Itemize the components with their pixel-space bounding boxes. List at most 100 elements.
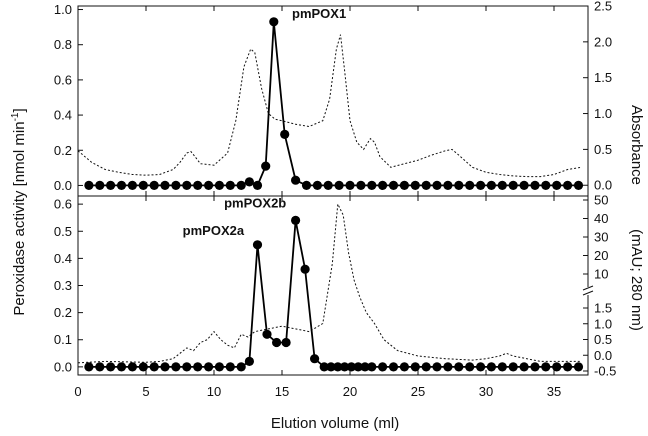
bottom-activity-point	[236, 362, 246, 372]
top-activity-point	[193, 180, 203, 190]
bottom-peak-label: pmPOX2a	[183, 223, 245, 238]
bottom-plot-frame	[77, 195, 589, 376]
top-panel: 0.0 0.2 0.4 0.6 0.8 1.0 0.0 0.5 1.0 1.5 2.0 2.5 pmPO…	[54, 0, 612, 197]
top-activity-point	[261, 161, 271, 171]
bottom-right-tick-label-high: 50	[594, 193, 608, 208]
bottom-left-tick-label: 0.5	[54, 224, 72, 239]
top-activity-point	[465, 180, 475, 190]
bottom-activity-point	[84, 362, 94, 372]
bottom-activity-point	[326, 362, 336, 372]
top-activity-point	[486, 180, 496, 190]
top-activity-line	[88, 21, 579, 187]
bottom-right-tick-label-low: 0.5	[594, 332, 612, 347]
bottom-activity-point	[272, 337, 282, 348]
bottom-left-tick-label: 0.0	[54, 359, 72, 374]
top-activity-point	[138, 180, 148, 190]
top-activity-point	[367, 180, 377, 190]
top-activity-point	[378, 180, 388, 190]
bottom-activity-point	[541, 362, 551, 372]
bottom-activity-point	[225, 362, 235, 372]
x-tick-label: 10	[207, 384, 221, 399]
top-right-tick-label: 1.0	[594, 106, 612, 121]
bottom-right-tick-label-low: -0.5	[594, 364, 616, 379]
bottom-activity-point	[193, 362, 203, 372]
right-y-axis-title-absorbance: Absorbance	[628, 105, 645, 185]
top-right-tick-label: 0.0	[594, 178, 612, 193]
bottom-activity-point	[367, 362, 377, 372]
top-activity-point	[552, 180, 562, 190]
bottom-activity-point	[244, 356, 254, 366]
top-left-tick-label: 0.8	[54, 37, 72, 52]
left-y-axis-title-sup: -1	[10, 112, 21, 121]
top-activity-point	[127, 180, 137, 190]
bottom-right-tick-label-low: 1.5	[594, 301, 612, 316]
bottom-activity-point	[360, 362, 370, 372]
left-y-axis-title-main: Peroxidase activity [nmol min	[11, 121, 28, 315]
bottom-activity-point	[476, 362, 486, 372]
top-left-tick-label: 1.0	[54, 2, 72, 17]
top-activity-point	[252, 180, 263, 190]
top-activity-point	[508, 180, 518, 190]
x-tick-label: 20	[343, 384, 357, 399]
top-activity-point	[497, 180, 507, 190]
bottom-activity-point	[252, 240, 263, 250]
bottom-activity-point	[291, 215, 301, 225]
top-left-tick-label: 0.0	[54, 178, 72, 193]
top-activity-point	[530, 180, 540, 190]
top-activity-point	[399, 180, 409, 190]
top-activity-point	[280, 129, 290, 139]
bottom-left-tick-label: 0.4	[54, 251, 72, 266]
bottom-activity-point	[171, 362, 181, 372]
bottom-activity-line	[88, 220, 579, 368]
axis-titles: Elution volume (ml) Peroxidase activity …	[10, 105, 645, 432]
right-y-axis-title-units: (mAU; 280 nm)	[628, 229, 645, 331]
bottom-activity-point	[410, 362, 420, 372]
top-left-tick-label: 0.4	[54, 108, 72, 123]
top-plot-frame	[77, 5, 589, 197]
bottom-activity-point	[138, 362, 148, 372]
bottom-activity-point	[573, 362, 584, 372]
top-activity-point	[291, 175, 301, 185]
bottom-activity-point	[519, 362, 529, 372]
top-activity-point	[410, 180, 420, 190]
top-activity-point	[160, 180, 170, 190]
top-left-tick-label: 0.2	[54, 143, 72, 158]
bottom-activity-point	[443, 362, 453, 372]
bottom-activity-point	[388, 362, 399, 372]
top-activity-point	[182, 180, 192, 190]
top-activity-point	[244, 177, 254, 187]
bottom-activity-point	[346, 362, 356, 372]
bottom-right-tick-label-low: 1.0	[594, 316, 612, 331]
bottom-right-tick-label-high: 40	[594, 211, 608, 226]
bottom-activity-point	[300, 264, 310, 274]
bottom-activity-point	[214, 362, 224, 372]
bottom-activity-point	[454, 362, 464, 372]
x-tick-label: 5	[142, 384, 149, 399]
bottom-peak-label: pmPOX2b	[224, 196, 286, 211]
top-right-tick-label: 2.0	[594, 34, 612, 49]
bottom-left-tick-label: 0.6	[54, 197, 72, 212]
top-activity-point	[323, 180, 333, 190]
bottom-activity-point	[340, 362, 350, 372]
top-activity-point	[443, 180, 453, 190]
bottom-activity-point	[530, 362, 540, 372]
x-tick-label: 35	[547, 384, 561, 399]
top-peak-label: pmPOX1	[292, 6, 346, 21]
top-activity-point	[312, 180, 322, 190]
top-activity-point	[345, 180, 355, 190]
bottom-activity-point	[116, 362, 127, 372]
bottom-activity-point	[421, 362, 431, 372]
top-activity-point	[149, 180, 159, 190]
bottom-activity-point	[552, 362, 562, 372]
bottom-activity-point	[95, 362, 105, 372]
axis-break-mark	[582, 290, 594, 296]
top-activity-point	[432, 180, 442, 190]
top-activity-point	[563, 180, 573, 190]
top-activity-point	[573, 180, 584, 190]
bottom-activity-point	[486, 362, 496, 372]
bottom-right-tick-label-low: 0.0	[594, 348, 612, 363]
top-activity-point	[519, 180, 529, 190]
top-right-tick-label: 0.5	[594, 142, 612, 157]
top-activity-point	[301, 180, 312, 190]
